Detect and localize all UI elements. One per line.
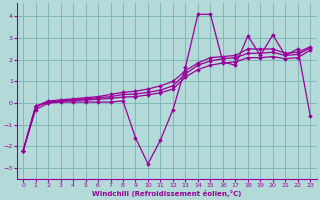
X-axis label: Windchill (Refroidissement éolien,°C): Windchill (Refroidissement éolien,°C): [92, 190, 241, 197]
